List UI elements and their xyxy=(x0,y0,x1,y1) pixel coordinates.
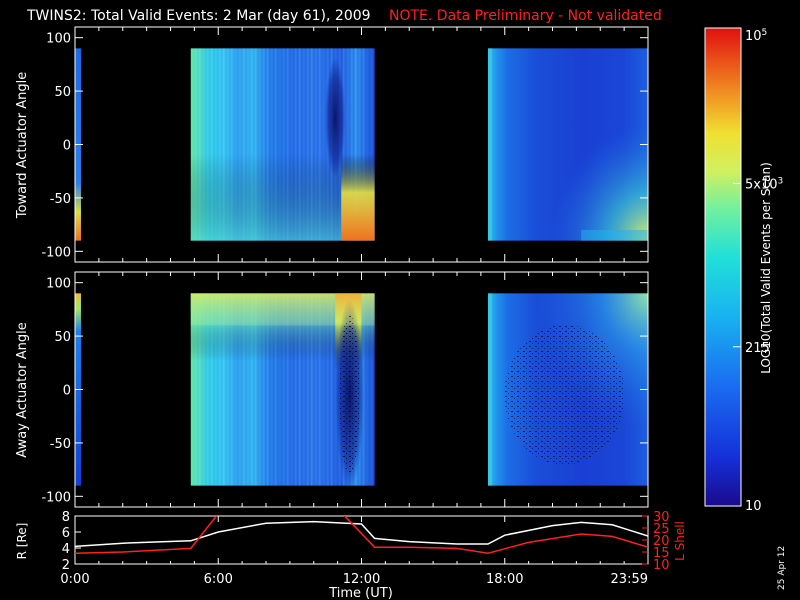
title-main: TWINS2: Total Valid Events: 2 Mar (day 6… xyxy=(27,8,371,24)
away-ytick-label: -50 xyxy=(50,437,71,452)
colorbar: 10 215 5x103 105 LOG10(Total Valid Events p… xyxy=(704,27,783,514)
orbit-xtick-label: 18:00 xyxy=(486,572,523,587)
orbit-xtick-label: 23:59 xyxy=(611,572,648,587)
away-heatmap xyxy=(75,293,648,490)
colorbar-gradient xyxy=(704,27,742,507)
orbit-ytick-left-label: 8 xyxy=(62,510,70,525)
away-ylabel: Away Actuator Angle xyxy=(15,322,30,457)
colorbar-label: LOG10(Total Valid Events per Scan) xyxy=(759,162,773,374)
orbit-ytick-right-label: 25 xyxy=(653,522,670,537)
orbit-xtick-label: 0:00 xyxy=(60,572,89,587)
orbit-frame xyxy=(74,515,649,565)
toward-ytick-label: -100 xyxy=(41,245,71,260)
colorbar-tick-label: 215 xyxy=(745,341,770,356)
toward-heatmap xyxy=(75,48,648,241)
colorbar-tick-label: 10 xyxy=(745,499,762,514)
toward-hot-region xyxy=(341,48,375,241)
toward-ylabel: Toward Actuator Angle xyxy=(15,72,30,219)
toward-ytick-label: -50 xyxy=(50,192,71,207)
orbit-ytick-right-label: 10 xyxy=(653,558,670,573)
colorbar-tick-label: 5x103 xyxy=(745,176,783,192)
footer-date: 25 Apr 12 xyxy=(777,546,787,590)
away-ytick-label: 100 xyxy=(46,277,71,292)
orbit-ytick-left-label: 4 xyxy=(62,542,70,557)
l-shell-series xyxy=(75,516,648,554)
orbit-xtick-label: 6:00 xyxy=(204,572,233,587)
toward-corner-glow xyxy=(488,48,648,241)
l-shell-label: L Shell xyxy=(673,521,687,561)
orbit-ytick-right-label: 30 xyxy=(653,510,670,525)
orbit-ytick-left-label: 6 xyxy=(62,526,70,541)
away-ytick-label: 50 xyxy=(54,330,71,345)
toward-ytick-label: 50 xyxy=(54,85,71,100)
orbit-ytick-right-label: 20 xyxy=(653,534,670,549)
away-ytick-label: 0 xyxy=(63,384,71,399)
toward-ytick-label: 100 xyxy=(46,32,71,47)
x-axis-label: Time (UT) xyxy=(328,586,393,600)
colorbar-tick-label: 105 xyxy=(745,28,767,44)
toward-ytick-label: 0 xyxy=(63,139,71,154)
figure-title: TWINS2: Total Valid Events: 2 Mar (day 6… xyxy=(27,8,662,24)
r-re-label: R [Re] xyxy=(15,523,29,560)
away-ytick-label: -100 xyxy=(41,490,71,505)
orbit-xtick-label: 12:00 xyxy=(343,572,380,587)
r-re-series xyxy=(75,520,648,548)
orbit-ytick-left-label: 2 xyxy=(62,558,70,573)
axes xyxy=(74,26,649,565)
orbit-ytick-right-label: 15 xyxy=(653,546,670,561)
title-note: NOTE. Data Preliminary - Not validated xyxy=(389,8,662,24)
orbit-lines xyxy=(75,516,648,554)
